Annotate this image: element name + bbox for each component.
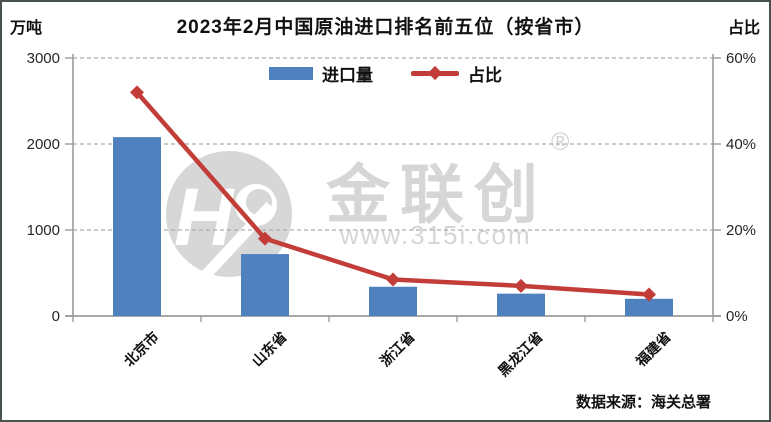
- data-source-note: 数据来源：海关总署: [575, 394, 711, 411]
- diamond-marker-icon: [514, 278, 528, 293]
- x-axis-label: 福建省: [632, 328, 674, 370]
- right-tick-label: 0%: [726, 308, 748, 325]
- right-tick-label: 20%: [726, 222, 756, 239]
- x-axis-label: 山东省: [248, 328, 290, 370]
- left-tick-label: 2000: [27, 136, 60, 153]
- right-tick-label: 60%: [726, 50, 756, 67]
- right-axis-unit: 占比: [727, 20, 760, 37]
- legend: 进口量 占比: [2, 61, 769, 86]
- x-axis-label: 北京市: [120, 328, 162, 370]
- left-tick-label: 0: [52, 308, 60, 325]
- x-axis-label: 浙江省: [376, 328, 418, 370]
- diamond-marker-icon: [642, 287, 656, 302]
- left-tick-label: 3000: [27, 50, 60, 67]
- legend-item-share: 占比: [411, 61, 502, 86]
- bar-series-swatch: [269, 67, 313, 80]
- bar: [369, 286, 417, 316]
- left-axis-unit: 万吨: [10, 20, 43, 37]
- legend-bar-label: 进口量: [322, 66, 373, 85]
- right-tick-label: 40%: [726, 136, 756, 153]
- legend-item-imports: 进口量: [269, 61, 373, 86]
- chart-title: 2023年2月中国原油进口排名前五位（按省市）: [176, 17, 595, 38]
- diamond-marker-icon: [258, 231, 272, 246]
- bar: [497, 293, 545, 316]
- x-axis-label: 黑龙江省: [494, 328, 546, 380]
- legend-line-label: 占比: [468, 66, 502, 85]
- diamond-marker-icon: [386, 272, 400, 287]
- bar: [241, 254, 289, 316]
- line-series-swatch: [411, 65, 459, 81]
- diamond-marker-icon: [130, 85, 144, 100]
- bar: [113, 137, 161, 316]
- left-tick-label: 1000: [27, 222, 60, 239]
- bar: [625, 298, 673, 316]
